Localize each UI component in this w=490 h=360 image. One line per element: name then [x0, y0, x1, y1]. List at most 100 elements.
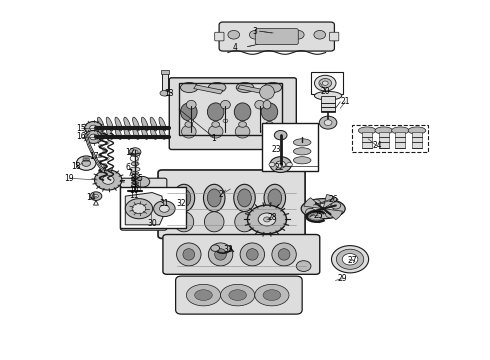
- Ellipse shape: [246, 249, 258, 260]
- Circle shape: [276, 161, 286, 168]
- Ellipse shape: [220, 100, 230, 109]
- Circle shape: [239, 122, 246, 127]
- Ellipse shape: [181, 125, 196, 138]
- Ellipse shape: [133, 117, 140, 131]
- Circle shape: [197, 187, 202, 191]
- Ellipse shape: [235, 212, 254, 232]
- Bar: [262, 123, 318, 171]
- Circle shape: [342, 253, 358, 265]
- Ellipse shape: [314, 31, 326, 39]
- Ellipse shape: [208, 82, 226, 93]
- Text: 29: 29: [338, 274, 347, 283]
- Ellipse shape: [261, 183, 282, 195]
- Ellipse shape: [408, 127, 426, 134]
- Circle shape: [102, 167, 106, 170]
- Circle shape: [105, 157, 109, 160]
- Bar: [362, 132, 372, 148]
- Ellipse shape: [263, 290, 281, 301]
- Ellipse shape: [301, 199, 345, 219]
- Ellipse shape: [176, 243, 201, 266]
- Text: 30: 30: [147, 219, 157, 228]
- Ellipse shape: [235, 125, 250, 138]
- Polygon shape: [238, 85, 267, 94]
- Ellipse shape: [195, 290, 212, 301]
- Ellipse shape: [260, 85, 274, 99]
- Circle shape: [90, 134, 98, 140]
- Ellipse shape: [315, 91, 342, 100]
- Circle shape: [85, 131, 102, 143]
- Circle shape: [211, 245, 220, 251]
- Text: 3: 3: [252, 27, 257, 36]
- Ellipse shape: [265, 212, 285, 232]
- Ellipse shape: [131, 162, 139, 166]
- Circle shape: [132, 204, 146, 214]
- Circle shape: [129, 148, 141, 156]
- Ellipse shape: [220, 284, 255, 306]
- Circle shape: [90, 125, 98, 131]
- Ellipse shape: [375, 127, 392, 134]
- Ellipse shape: [272, 243, 296, 266]
- Text: 28: 28: [267, 213, 277, 222]
- Polygon shape: [125, 193, 164, 225]
- Circle shape: [98, 154, 102, 157]
- Ellipse shape: [150, 117, 157, 131]
- Circle shape: [326, 211, 335, 218]
- Wedge shape: [323, 209, 343, 220]
- Ellipse shape: [124, 128, 130, 139]
- Ellipse shape: [175, 183, 197, 195]
- Circle shape: [82, 160, 91, 166]
- Circle shape: [98, 145, 102, 148]
- Text: 19: 19: [64, 174, 74, 183]
- Text: 15: 15: [76, 123, 86, 132]
- Ellipse shape: [278, 249, 290, 260]
- Ellipse shape: [238, 189, 251, 207]
- Ellipse shape: [106, 117, 113, 131]
- Ellipse shape: [229, 290, 246, 301]
- Ellipse shape: [249, 31, 261, 39]
- FancyBboxPatch shape: [175, 276, 302, 314]
- FancyBboxPatch shape: [330, 32, 339, 41]
- Bar: [352, 125, 428, 152]
- Circle shape: [125, 199, 153, 219]
- Ellipse shape: [215, 249, 226, 260]
- Bar: [412, 132, 422, 148]
- Text: 18: 18: [72, 162, 81, 171]
- Circle shape: [274, 131, 287, 140]
- Circle shape: [247, 205, 287, 234]
- Ellipse shape: [159, 117, 166, 131]
- Bar: [395, 132, 405, 148]
- Ellipse shape: [264, 184, 286, 212]
- FancyBboxPatch shape: [255, 29, 298, 44]
- Ellipse shape: [236, 82, 254, 93]
- Ellipse shape: [240, 243, 265, 266]
- Ellipse shape: [98, 117, 104, 131]
- Ellipse shape: [130, 167, 140, 171]
- Circle shape: [248, 187, 253, 191]
- Wedge shape: [308, 209, 323, 223]
- Ellipse shape: [271, 31, 283, 39]
- Text: 33: 33: [223, 246, 233, 255]
- Ellipse shape: [150, 128, 157, 139]
- Circle shape: [102, 176, 114, 184]
- FancyBboxPatch shape: [121, 178, 167, 230]
- Text: 12: 12: [125, 148, 135, 157]
- Circle shape: [185, 122, 193, 127]
- Ellipse shape: [124, 117, 131, 131]
- Ellipse shape: [263, 100, 271, 109]
- Text: 22: 22: [274, 163, 284, 172]
- Text: 27: 27: [348, 256, 357, 265]
- Ellipse shape: [180, 82, 198, 93]
- Ellipse shape: [264, 82, 282, 93]
- Text: 16: 16: [76, 132, 86, 141]
- Text: 23: 23: [272, 145, 282, 154]
- Circle shape: [98, 138, 101, 141]
- Ellipse shape: [293, 31, 304, 39]
- Circle shape: [319, 78, 332, 88]
- Ellipse shape: [294, 139, 311, 146]
- Circle shape: [159, 205, 169, 212]
- Wedge shape: [323, 194, 338, 209]
- Circle shape: [98, 176, 101, 179]
- Ellipse shape: [208, 125, 223, 138]
- Text: 14: 14: [86, 193, 96, 202]
- Circle shape: [154, 201, 175, 217]
